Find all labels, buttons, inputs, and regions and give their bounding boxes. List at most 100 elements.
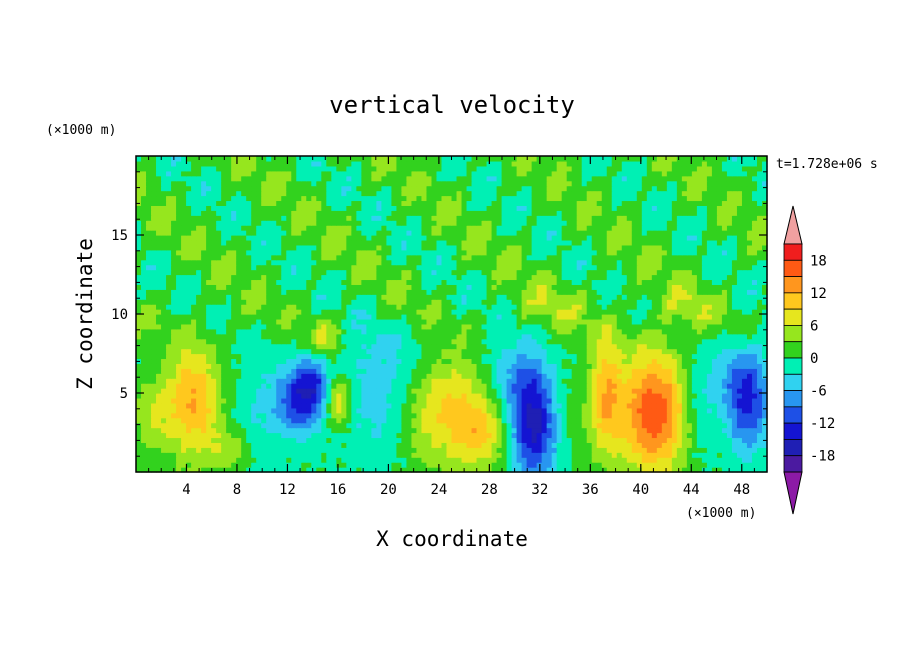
contour-cell [251, 467, 257, 473]
contour-cell [616, 338, 623, 345]
contour-cell [696, 393, 703, 399]
contour-cell [331, 383, 337, 389]
contour-cell [241, 304, 247, 310]
contour-cell [461, 378, 468, 384]
contour-cell [511, 304, 518, 310]
contour-cell [381, 452, 387, 458]
contour-cell [401, 402, 408, 409]
contour-cell [266, 432, 272, 439]
contour-cell [671, 383, 678, 389]
contour-cell [381, 437, 387, 443]
contour-cell [151, 314, 157, 320]
contour-cell [416, 402, 423, 409]
contour-cell [616, 363, 623, 369]
contour-cell [511, 314, 518, 320]
contour-cell [711, 314, 718, 320]
contour-cell [596, 279, 603, 285]
contour-cell [381, 289, 387, 295]
contour-cell [176, 397, 182, 404]
contour-cell [436, 363, 443, 369]
contour-cell [536, 388, 543, 394]
contour-cell [666, 437, 673, 443]
contour-cell [476, 457, 483, 463]
contour-cell [471, 412, 478, 419]
contour-cell [536, 299, 543, 305]
contour-cell [331, 373, 337, 379]
contour-cell [221, 393, 227, 399]
contour-cell [486, 333, 493, 340]
contour-cell [761, 333, 768, 340]
contour-cell [651, 294, 658, 300]
contour-cell [351, 412, 357, 419]
contour-cell [361, 452, 367, 458]
contour-cell [416, 452, 423, 458]
contour-cell [251, 462, 257, 468]
contour-cell [421, 442, 428, 448]
contour-cell [146, 373, 152, 379]
contour-cell [551, 368, 558, 374]
contour-cell [216, 427, 222, 434]
contour-cell [336, 442, 342, 448]
contour-cell [671, 318, 678, 325]
contour-cell [211, 432, 217, 439]
contour-cell [676, 348, 683, 355]
contour-cell [381, 304, 387, 310]
contour-cell [486, 309, 493, 315]
contour-cell [446, 412, 453, 419]
contour-cell [416, 348, 423, 355]
contour-cell [696, 467, 703, 473]
contour-cell [411, 442, 418, 448]
contour-cell [366, 309, 372, 315]
contour-cell [546, 353, 553, 360]
contour-cell [361, 279, 367, 285]
contour-cell [501, 299, 508, 305]
contour-cell [631, 284, 638, 290]
contour-cell [661, 328, 668, 335]
contour-cell [246, 289, 252, 295]
contour-cell [661, 294, 668, 300]
contour-cell [336, 314, 342, 320]
contour-cell [256, 393, 262, 399]
contour-cell [291, 309, 297, 315]
contour-cell [376, 437, 382, 443]
contour-cell [466, 447, 473, 453]
contour-cell [546, 294, 553, 300]
contour-cell [186, 323, 192, 330]
contour-cell [361, 338, 367, 345]
contour-cell [476, 447, 483, 453]
contour-cell [506, 432, 513, 439]
contour-cell [136, 452, 142, 458]
contour-cell [506, 402, 513, 409]
contour-cell [196, 289, 202, 295]
contour-cell [621, 328, 628, 335]
contour-cell [741, 457, 748, 463]
contour-cell [601, 447, 608, 453]
contour-cell [761, 323, 768, 330]
contour-cell [336, 294, 342, 300]
contour-cell [631, 447, 638, 453]
contour-cell [601, 388, 608, 394]
contour-cell [716, 412, 723, 419]
contour-cell [576, 467, 583, 473]
contour-cell [231, 452, 237, 458]
contour-cell [641, 432, 648, 439]
contour-cell [196, 452, 202, 458]
contour-cell [746, 358, 753, 364]
contour-cell [751, 373, 758, 379]
contour-cell [371, 393, 377, 399]
contour-cell [201, 402, 207, 409]
contour-cell [411, 304, 418, 310]
contour-cell [531, 447, 538, 453]
contour-cell [381, 358, 387, 364]
contour-cell [571, 393, 578, 399]
contour-cell [246, 383, 252, 389]
contour-cell [681, 338, 688, 345]
contour-cell [171, 422, 177, 429]
contour-cell [741, 323, 748, 330]
contour-cell [651, 462, 658, 468]
contour-cell [461, 412, 468, 419]
contour-cell [556, 304, 563, 310]
contour-cell [166, 284, 172, 290]
contour-cell [541, 432, 548, 439]
contour-cell [346, 462, 352, 468]
